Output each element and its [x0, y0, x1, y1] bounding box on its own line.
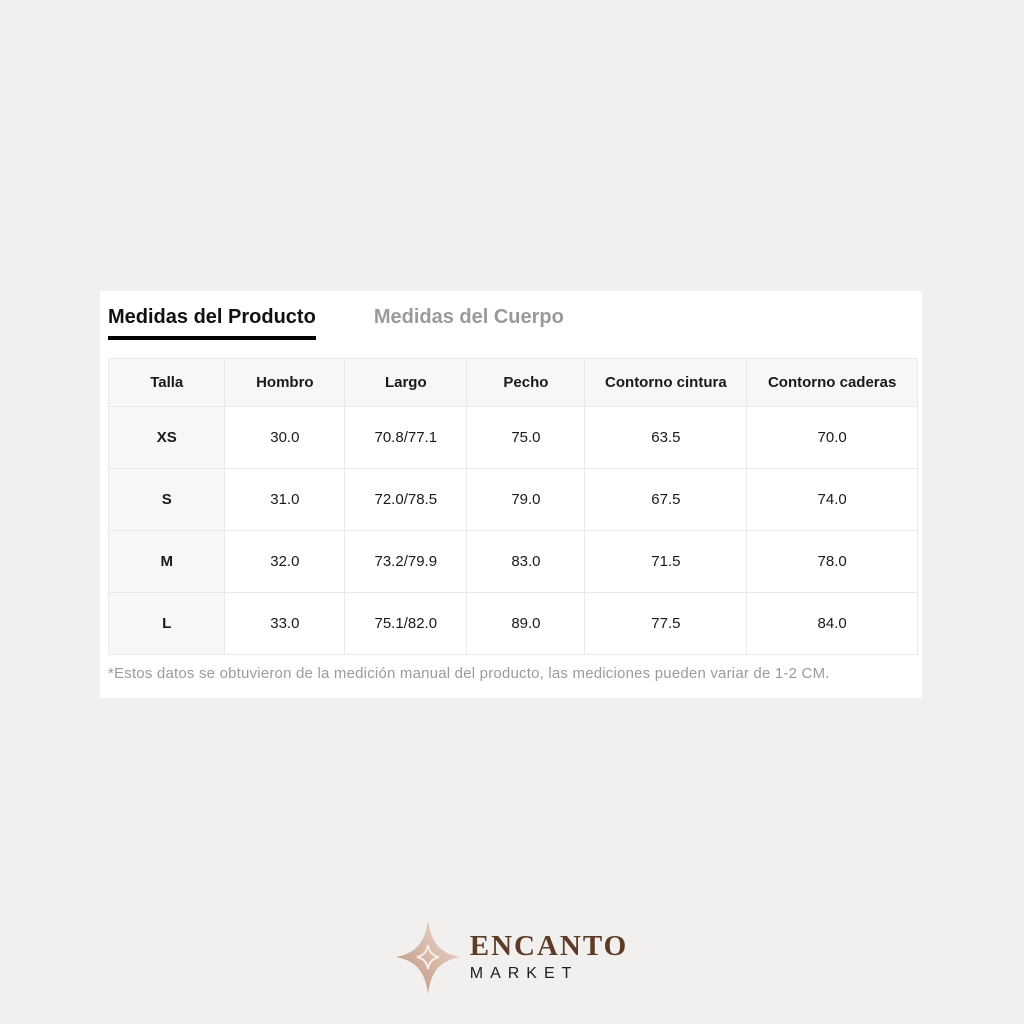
size-label: S [107, 468, 226, 531]
table-row-s: S 31.0 72.0/78.5 79.0 67.5 74.0 [107, 468, 918, 531]
measurement-cell: 31.0 [224, 468, 346, 531]
column-header-contorno-cintura: Contorno cintura [584, 358, 748, 407]
measurement-cell: 63.5 [584, 406, 748, 469]
brand-subtitle: MARKET [469, 964, 579, 982]
measurement-cell: 74.0 [746, 468, 918, 531]
measurement-cell: 89.0 [466, 592, 586, 655]
measurement-cell: 79.0 [466, 468, 586, 531]
column-header-talla: Talla [107, 358, 226, 407]
column-header-contorno-caderas: Contorno caderas [746, 358, 918, 407]
sparkle-star-icon [395, 920, 460, 994]
measurement-cell: 30.0 [224, 406, 346, 469]
tab-medidas-cuerpo[interactable]: Medidas del Cuerpo [373, 306, 564, 328]
size-table: Talla Hombro Largo Pecho Contorno cintur… [107, 358, 918, 655]
measurement-cell: 75.0 [466, 406, 586, 469]
measurement-cell: 84.0 [746, 592, 918, 655]
measurement-cell: 71.5 [584, 530, 748, 593]
measurement-cell: 73.2/79.9 [344, 530, 468, 593]
brand-name: ENCANTO [469, 930, 629, 963]
table-row-l: L 33.0 75.1/82.0 89.0 77.5 84.0 [107, 592, 918, 655]
measurement-cell: 32.0 [224, 530, 346, 593]
table-row-m: M 32.0 73.2/79.9 83.0 71.5 78.0 [107, 530, 918, 593]
column-header-largo: Largo [344, 358, 468, 407]
size-label: M [107, 530, 226, 593]
size-chart-panel: Medidas del Producto Medidas del Cuerpo … [100, 291, 922, 698]
tab-bar: Medidas del Producto Medidas del Cuerpo [108, 305, 918, 340]
measurement-cell: 77.5 [584, 592, 748, 655]
column-header-hombro: Hombro [224, 358, 346, 407]
size-label: XS [107, 406, 226, 469]
table-header-row: Talla Hombro Largo Pecho Contorno cintur… [107, 358, 918, 407]
measurement-cell: 67.5 [584, 468, 748, 531]
measurement-disclaimer: *Estos datos se obtuvieron de la medició… [108, 665, 830, 682]
tab-medidas-producto[interactable]: Medidas del Producto [108, 305, 316, 340]
size-label: L [107, 592, 226, 655]
table-row-xs: XS 30.0 70.8/77.1 75.0 63.5 70.0 [107, 406, 918, 469]
measurement-cell: 78.0 [746, 530, 918, 593]
column-header-pecho: Pecho [466, 358, 586, 407]
measurement-cell: 70.0 [746, 406, 918, 469]
measurement-cell: 72.0/78.5 [344, 468, 468, 531]
brand-logo: ENCANTO MARKET [0, 920, 1024, 994]
brand-wordmark: ENCANTO MARKET [470, 931, 629, 982]
measurement-cell: 70.8/77.1 [344, 406, 468, 469]
measurement-cell: 75.1/82.0 [344, 592, 468, 655]
measurement-cell: 83.0 [466, 530, 586, 593]
measurement-cell: 33.0 [224, 592, 346, 655]
